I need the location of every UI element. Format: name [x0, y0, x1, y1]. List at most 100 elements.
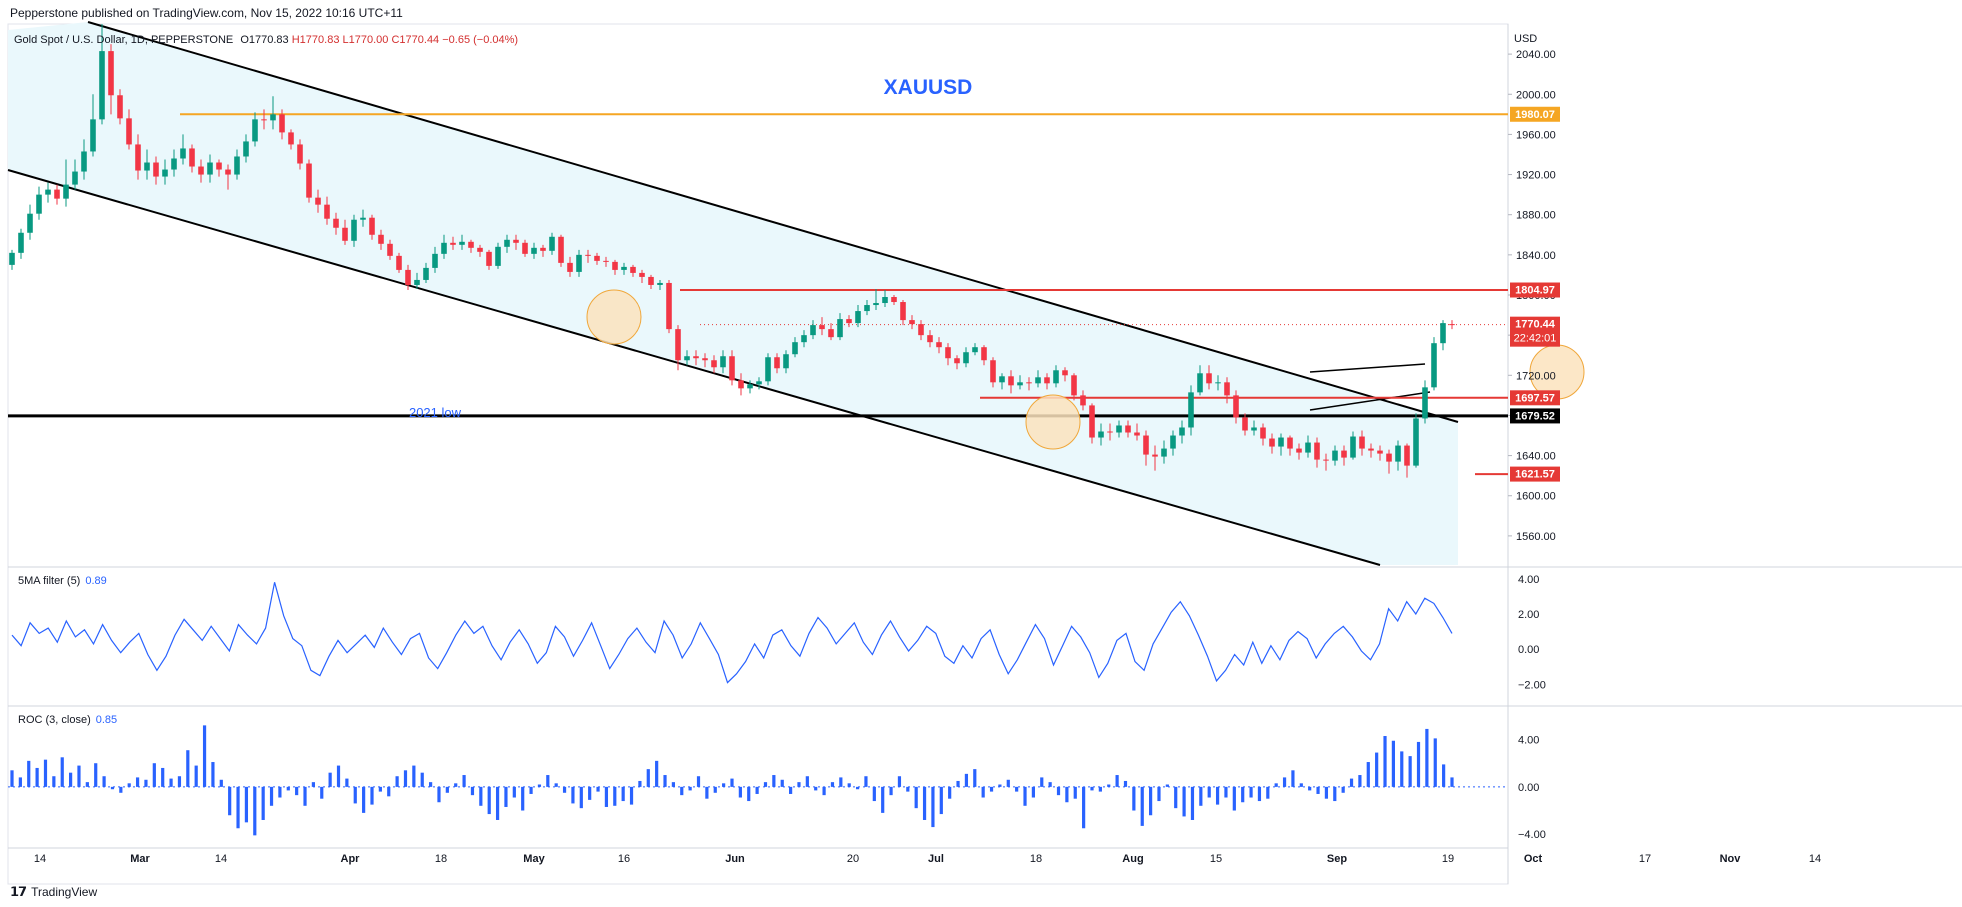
candle [729, 350, 735, 386]
candle-body [153, 162, 159, 177]
candle [270, 96, 276, 130]
candle-body [27, 213, 33, 233]
roc-bar [1182, 786, 1186, 817]
roc-bar [1098, 786, 1102, 792]
candle [909, 315, 915, 330]
symbol-name[interactable]: Gold Spot / U.S. Dollar, 1D, PEPPERSTONE [14, 34, 234, 46]
time-tick-label: Apr [341, 853, 361, 865]
candle [612, 259, 618, 275]
candle [1188, 385, 1194, 436]
candle-body [900, 302, 906, 321]
roc-bar [772, 775, 776, 787]
candle-body [1413, 418, 1419, 466]
candle [1170, 430, 1176, 456]
ma-tick-label: 0.00 [1518, 644, 1539, 656]
candle [954, 355, 960, 370]
roc-bar [1215, 786, 1220, 805]
candle [351, 214, 357, 247]
tradingview-footer[interactable]: 𝟭𝟳 TradingView [10, 884, 97, 900]
candle-body [630, 266, 636, 273]
candle-body [1206, 373, 1212, 384]
candle-body [1269, 438, 1275, 447]
roc-bar [562, 786, 567, 793]
roc-bar [713, 786, 717, 793]
candle [828, 323, 834, 341]
roc-bar [27, 760, 31, 787]
roc-bar [1224, 786, 1228, 798]
candle-body [1215, 382, 1221, 384]
candle-body [594, 255, 600, 261]
candle [81, 139, 87, 180]
candle [873, 288, 879, 311]
highlight-circles [586, 289, 1585, 450]
candle [1332, 445, 1338, 466]
roc-bar [286, 786, 290, 791]
candle [540, 244, 546, 257]
roc-bar [119, 786, 123, 793]
candle-body [837, 319, 843, 338]
candle [594, 252, 600, 265]
candle-body [702, 358, 708, 361]
roc-bar [1442, 764, 1446, 787]
candle-body [459, 241, 465, 245]
candle-body [864, 305, 870, 312]
roc-bar [1157, 786, 1161, 802]
roc-bar [1291, 770, 1295, 787]
roc-value: 0.85 [95, 714, 118, 726]
candle [495, 242, 501, 269]
candle [1197, 365, 1203, 396]
candle [999, 373, 1005, 390]
candle [1098, 423, 1104, 446]
roc-bar [1132, 786, 1136, 811]
candle [585, 249, 591, 263]
candle [1026, 377, 1032, 391]
roc-bar [345, 778, 349, 787]
roc-bar [956, 780, 960, 787]
candle-body [207, 162, 213, 175]
candle-body [1062, 370, 1068, 376]
candle [1053, 365, 1059, 388]
roc-bar [529, 786, 533, 794]
roc-bar [822, 786, 826, 796]
roc-bar [470, 786, 475, 796]
candle-body [513, 239, 519, 243]
candle-body [522, 242, 528, 254]
candle-body [477, 247, 483, 252]
candle [972, 343, 978, 356]
ma-filter-legend[interactable]: 5MA filter (5) 0.89 [18, 575, 107, 587]
candle-body [1017, 382, 1023, 386]
price-tick-label: 2040.00 [1516, 49, 1556, 61]
ma-filter-line [11, 582, 1453, 684]
roc-bar [973, 769, 977, 787]
candle [1017, 375, 1023, 390]
ma-tick-label: 4.00 [1518, 574, 1539, 586]
candle-body [45, 189, 51, 195]
candle-body [657, 282, 663, 285]
roc-bar [1375, 752, 1379, 787]
roc-legend[interactable]: ROC (3, close) 0.85 [18, 714, 117, 726]
roc-bar [269, 786, 274, 806]
roc-bar [1324, 786, 1329, 799]
candle [801, 330, 807, 348]
candle [288, 129, 294, 150]
candle-body [1359, 436, 1365, 449]
roc-bar [922, 786, 927, 820]
roc-bar [144, 779, 148, 787]
price-label-1770.44: 1770.44 22:42:01 [1510, 316, 1560, 347]
candle [522, 239, 528, 257]
channel-fill [8, 22, 1458, 565]
candle-body [1251, 427, 1257, 431]
candle [891, 295, 897, 306]
roc-bar [202, 725, 207, 787]
candle-body [432, 253, 438, 268]
candle-body [720, 356, 726, 368]
candle-body [441, 242, 447, 254]
roc-bar [228, 786, 232, 816]
candle [756, 377, 762, 390]
candle [549, 232, 555, 255]
roc-bar [403, 770, 408, 787]
candle [252, 112, 258, 147]
roc-bar [412, 765, 416, 787]
candle [477, 244, 483, 257]
